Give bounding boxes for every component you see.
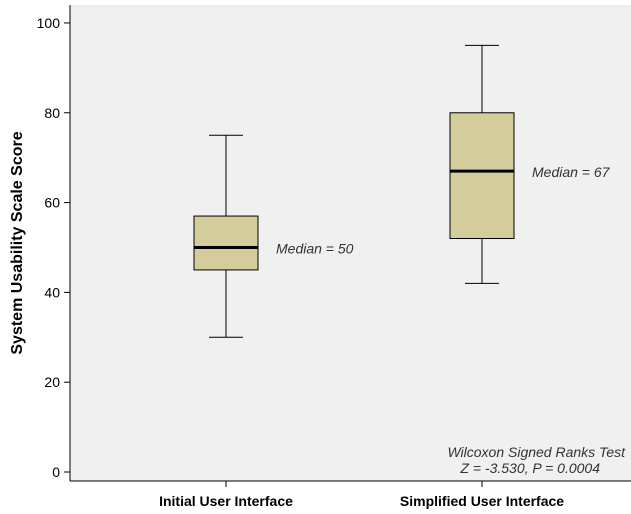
y-tick-label: 20 [44, 374, 60, 390]
y-tick-label: 60 [44, 195, 60, 211]
median-annotation: Median = 67 [532, 164, 611, 180]
box-2: Median = 67 [449, 44, 611, 284]
median-annotation: Median = 50 [276, 240, 354, 256]
y-tick-label: 40 [44, 284, 60, 300]
x-categories-group: Initial User Interface Simplified User In… [159, 481, 564, 509]
iqr-box [193, 215, 259, 271]
y-tick-label: 0 [52, 464, 60, 480]
plot-area [70, 5, 631, 481]
iqr-box [449, 112, 515, 240]
x-category-label: Simplified User Interface [400, 493, 564, 509]
x-category-label: Initial User Interface [159, 493, 293, 509]
box-1: Median = 50 [193, 134, 354, 338]
y-tick-label: 100 [37, 15, 61, 31]
y-ticks-group: 0 20 40 60 80 100 [37, 15, 70, 480]
y-tick-label: 80 [44, 105, 60, 121]
test-note-line1: Wilcoxon Signed Ranks Test [447, 444, 626, 460]
boxes-group: Median = 50 Median = 67 [193, 44, 611, 338]
y-axis-title: System Usability Scale Score [9, 131, 26, 354]
axes-group [69, 5, 631, 482]
test-note-line2: Z = -3.530, P = 0.0004 [459, 460, 600, 476]
